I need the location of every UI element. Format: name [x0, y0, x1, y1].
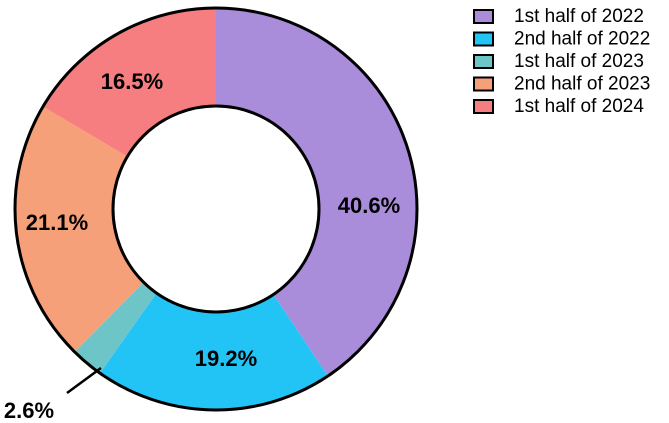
legend-swatch-1st-half-of-2023 [473, 54, 494, 69]
legend-swatch-1st-half-of-2022 [473, 9, 494, 24]
legend-item-2nd-half-of-2022: 2nd half of 2022 [473, 29, 650, 50]
donut-outer-outline [13, 6, 419, 412]
slice-1st-half-of-2023 [74, 282, 157, 374]
legend-label-1st-half-of-2024: 1st half of 2024 [514, 96, 644, 117]
legend-item-1st-half-of-2022: 1st half of 2022 [473, 6, 644, 27]
data-label-2nd-half-of-2023: 21.1% [26, 210, 88, 235]
slice-1st-half-of-2022 [216, 8, 417, 376]
data-label-1st-half-of-2024: 16.5% [101, 69, 163, 94]
legend-item-1st-half-of-2023: 1st half of 2023 [473, 51, 644, 72]
data-label-1st-half-of-2022: 40.6% [338, 193, 400, 218]
legend-swatch-2nd-half-of-2022 [473, 31, 494, 47]
legend-swatch-2nd-half-of-2023 [473, 76, 494, 92]
legend-label-2nd-half-of-2022: 2nd half of 2022 [514, 29, 650, 50]
slices-layer [13, 6, 419, 412]
data-label-2nd-half-of-2022: 19.2% [195, 346, 257, 371]
data-labels-layer: 40.6% 19.2% 2.6% 21.1% 16.5% [4, 69, 400, 423]
legend-item-2nd-half-of-2023: 2nd half of 2023 [473, 74, 650, 95]
legend-swatch-1st-half-of-2024 [473, 99, 494, 114]
legend-label-1st-half-of-2022: 1st half of 2022 [514, 6, 644, 27]
legend-item-1st-half-of-2024: 1st half of 2024 [473, 96, 644, 117]
legend-label-2nd-half-of-2023: 2nd half of 2023 [514, 74, 650, 95]
legend-label-1st-half-of-2023: 1st half of 2023 [514, 51, 644, 72]
slice-2nd-half-of-2023 [14, 106, 144, 353]
slice-1st-half-of-2024 [42, 8, 216, 157]
slice-2nd-half-of-2022 [99, 293, 328, 410]
leader-line-1st-half-of-2023 [66, 366, 102, 395]
data-label-1st-half-of-2023: 2.6% [4, 398, 54, 423]
donut-hole [111, 104, 321, 314]
